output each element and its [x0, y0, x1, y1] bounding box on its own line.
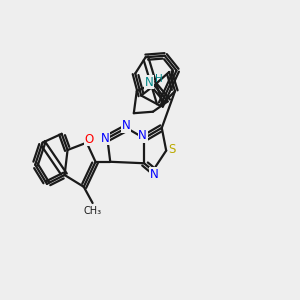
Text: N: N	[145, 76, 154, 89]
Text: H: H	[155, 74, 162, 84]
Text: O: O	[84, 133, 94, 146]
Text: N: N	[150, 168, 159, 181]
Text: N: N	[100, 132, 109, 145]
Text: S: S	[168, 142, 176, 156]
Text: CH₃: CH₃	[83, 206, 102, 216]
Text: N: N	[138, 129, 147, 142]
Text: N: N	[122, 119, 131, 132]
